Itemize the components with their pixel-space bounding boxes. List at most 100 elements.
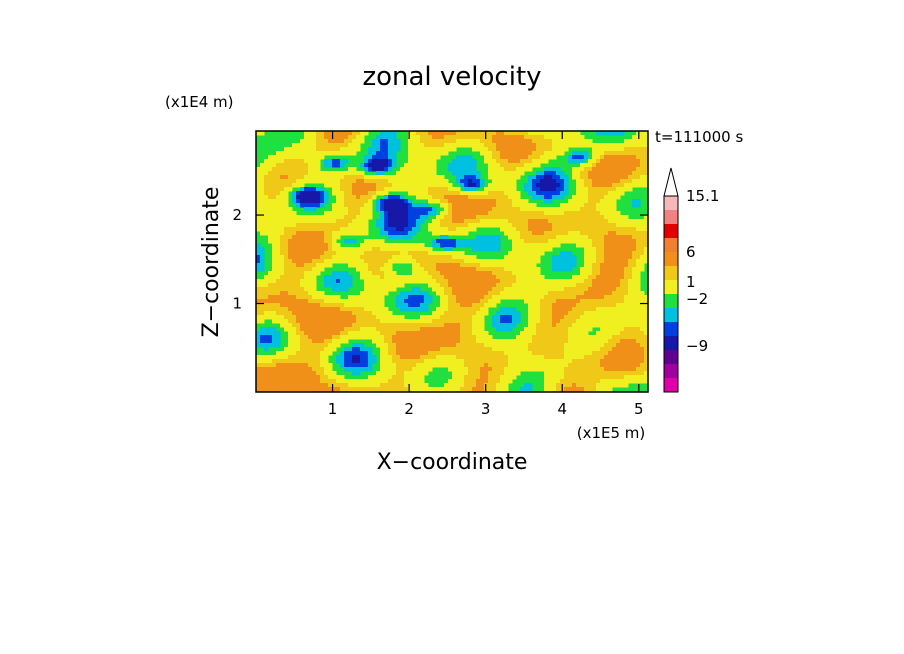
contour-cell <box>360 291 365 296</box>
contour-cell <box>312 303 317 308</box>
contour-cell <box>396 187 401 192</box>
contour-cell <box>524 347 529 352</box>
contour-cell <box>488 299 493 304</box>
contour-cell <box>612 203 617 208</box>
contour-cell <box>556 351 561 356</box>
contour-cell <box>620 327 625 332</box>
contour-cell <box>436 323 441 328</box>
contour-cell <box>380 155 385 160</box>
contour-cell <box>464 139 469 144</box>
contour-cell <box>468 355 473 360</box>
contour-cell <box>368 271 373 276</box>
contour-cell <box>516 199 521 204</box>
contour-cell <box>520 247 525 252</box>
contour-cell <box>360 267 365 272</box>
contour-cell <box>396 219 401 224</box>
contour-cell <box>344 247 349 252</box>
contour-cell <box>492 355 497 360</box>
contour-cell <box>500 155 505 160</box>
contour-cell <box>360 255 365 260</box>
contour-cell <box>464 267 469 272</box>
contour-cell <box>568 315 573 320</box>
contour-cell <box>572 203 577 208</box>
contour-cell <box>588 315 593 320</box>
contour-cell <box>516 175 521 180</box>
contour-cell <box>616 319 621 324</box>
contour-cell <box>536 207 541 212</box>
contour-cell <box>600 271 605 276</box>
contour-cell <box>548 191 553 196</box>
contour-cell <box>600 251 605 256</box>
contour-cell <box>260 179 265 184</box>
contour-cell <box>560 335 565 340</box>
contour-cell <box>600 327 605 332</box>
contour-cell <box>524 215 529 220</box>
contour-cell <box>300 295 305 300</box>
contour-cell <box>528 191 533 196</box>
contour-cell <box>628 163 633 168</box>
contour-cell <box>568 159 573 164</box>
contour-cell <box>616 279 621 284</box>
contour-cell <box>308 279 313 284</box>
contour-cell <box>352 247 357 252</box>
contour-cell <box>428 347 433 352</box>
contour-cell <box>636 311 641 316</box>
contour-cell <box>516 255 521 260</box>
contour-cell <box>392 323 397 328</box>
contour-cell <box>516 167 521 172</box>
contour-cell <box>532 143 537 148</box>
contour-cell <box>576 307 581 312</box>
contour-cell <box>288 179 293 184</box>
contour-cell <box>436 259 441 264</box>
contour-cell <box>292 183 297 188</box>
contour-cell <box>412 219 417 224</box>
contour-cell <box>416 359 421 364</box>
contour-cell <box>508 351 513 356</box>
contour-cell <box>480 215 485 220</box>
contour-cell <box>580 171 585 176</box>
contour-cell <box>376 283 381 288</box>
contour-cell <box>256 319 261 324</box>
contour-cell <box>536 259 541 264</box>
contour-cell <box>484 271 489 276</box>
contour-cell <box>460 139 465 144</box>
contour-cell <box>592 143 597 148</box>
contour-cell <box>388 135 393 140</box>
contour-cell <box>612 331 617 336</box>
contour-cell <box>580 339 585 344</box>
contour-cell <box>528 339 533 344</box>
contour-cell <box>624 171 629 176</box>
contour-cell <box>440 351 445 356</box>
contour-cell <box>436 139 441 144</box>
contour-cell <box>408 299 413 304</box>
contour-cell <box>384 323 389 328</box>
contour-cell <box>380 167 385 172</box>
contour-cell <box>508 235 513 240</box>
contour-cell <box>520 231 525 236</box>
contour-cell <box>464 331 469 336</box>
contour-cell <box>280 223 285 228</box>
contour-cell <box>392 259 397 264</box>
contour-cell <box>640 299 645 304</box>
contour-cell <box>576 231 581 236</box>
contour-cell <box>356 207 361 212</box>
contour-cell <box>300 195 305 200</box>
contour-cell <box>480 143 485 148</box>
contour-cell <box>500 199 505 204</box>
contour-cell <box>588 367 593 372</box>
contour-cell <box>468 159 473 164</box>
contour-cell <box>640 175 645 180</box>
contour-cell <box>580 319 585 324</box>
contour-cell <box>612 151 617 156</box>
contour-cell <box>556 207 561 212</box>
contour-cell <box>532 335 537 340</box>
contour-cell <box>392 187 397 192</box>
contour-cell <box>632 295 637 300</box>
contour-cell <box>384 139 389 144</box>
contour-cell <box>268 183 273 188</box>
contour-cell <box>460 231 465 236</box>
contour-cell <box>372 339 377 344</box>
contour-cell <box>572 207 577 212</box>
contour-cell <box>304 139 309 144</box>
contour-cell <box>352 335 357 340</box>
